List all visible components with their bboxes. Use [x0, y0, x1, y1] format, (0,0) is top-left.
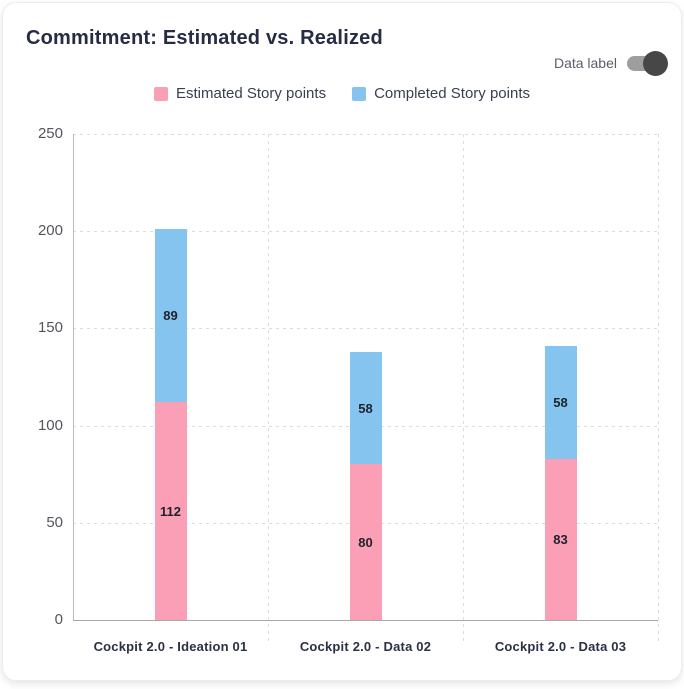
bar-value-label: 80	[358, 534, 373, 550]
vertical-gridline	[463, 134, 464, 642]
legend-item-completed[interactable]: Completed Story points	[352, 85, 530, 102]
bar-value-label: 58	[553, 394, 568, 410]
chart-legend: Estimated Story points Completed Story po…	[3, 85, 681, 102]
vertical-gridline	[658, 134, 659, 642]
horizontal-gridline	[73, 328, 658, 330]
bar-segment-completed: 89	[154, 229, 187, 403]
y-axis-tick-label: 200	[37, 222, 63, 240]
x-axis-line	[73, 620, 658, 621]
bar-segment-estimated: 83	[544, 458, 577, 620]
legend-item-label: Completed Story points	[374, 85, 530, 102]
legend-swatch-icon	[154, 86, 168, 101]
chart-card: Commitment: Estimated vs. Realized Data …	[2, 2, 682, 681]
y-axis-tick-label: 100	[37, 416, 63, 434]
y-axis-line	[73, 134, 74, 620]
x-category-label: Cockpit 2.0 - Data 02	[299, 639, 432, 654]
bar-value-label: 89	[163, 308, 178, 324]
data-label-toggle[interactable]	[627, 50, 668, 76]
x-category-label: Cockpit 2.0 - Ideation 01	[93, 639, 248, 654]
y-axis-tick-label: 50	[46, 513, 63, 531]
x-category-label: Cockpit 2.0 - Data 03	[494, 639, 627, 654]
y-axis-tick-label: 150	[37, 319, 63, 337]
bar-segment-estimated: 80	[349, 464, 382, 620]
bar-segment-completed: 58	[544, 345, 577, 459]
horizontal-gridline	[73, 134, 658, 135]
bar-value-label: 58	[358, 400, 373, 416]
horizontal-gridline	[73, 231, 658, 233]
bar-segment-completed: 58	[349, 351, 382, 465]
bar-segment-estimated: 112	[154, 402, 187, 620]
bar-value-label: 112	[160, 503, 181, 519]
chart-title: Commitment: Estimated vs. Realized	[26, 27, 383, 49]
legend-swatch-icon	[352, 86, 367, 101]
data-label-toggle-label: Data label	[553, 55, 617, 71]
bar-value-label: 83	[553, 531, 568, 547]
toggle-knob-icon	[643, 50, 668, 76]
data-label-toggle-row: Data label	[553, 50, 668, 76]
vertical-gridline	[268, 134, 269, 642]
legend-item-label: Estimated Story points	[176, 85, 327, 102]
y-axis-tick-label: 250	[37, 125, 63, 142]
stacked-bar-chart: 0 50 100 150 200 250 112 89 Cockpit 2.0 - Ideati…	[3, 3, 681, 680]
legend-item-estimated[interactable]: Estimated Story points	[154, 85, 326, 102]
y-axis-tick-label: 0	[54, 611, 63, 628]
